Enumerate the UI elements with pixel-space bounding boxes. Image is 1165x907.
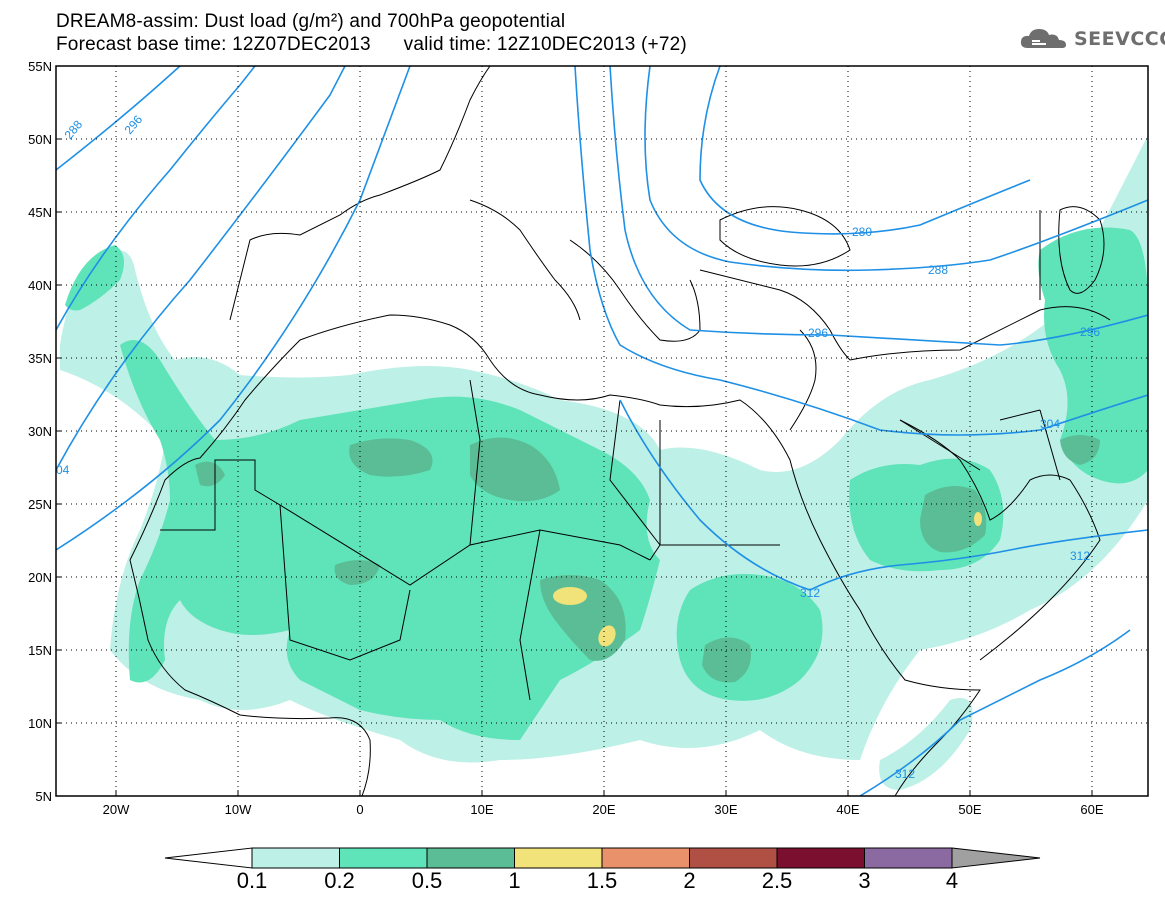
- border: [160, 379, 780, 701]
- geopotential-contour: [574, 66, 1148, 436]
- colorbar-min-arrow: [164, 847, 253, 869]
- lon-tick-label: 20W: [103, 802, 130, 817]
- contour-label: 304: [1040, 417, 1060, 431]
- dust-region-mid: [65, 245, 124, 311]
- contour-label: 288: [928, 263, 948, 277]
- lon-tick-label: 50E: [958, 802, 981, 817]
- lon-tick-label: 10E: [470, 802, 493, 817]
- lat-tick-label: 25N: [28, 497, 52, 512]
- geopotential-contour: [859, 629, 1131, 796]
- dust-peak-region: [553, 587, 587, 605]
- lat-tick-label: 20N: [28, 570, 52, 585]
- colorbar-label: 0.2: [324, 868, 355, 893]
- contour-layer: [56, 66, 1148, 796]
- colorbar-swatch: [864, 847, 953, 869]
- longitude-axis: 20W 10W 0 10E 20E 30E 40E 50E 60E: [103, 790, 1104, 817]
- contour-label: 296: [1080, 325, 1100, 339]
- contour-label: 312: [1070, 549, 1090, 563]
- lat-tick-label: 45N: [28, 205, 52, 220]
- lat-tick-label: 35N: [28, 351, 52, 366]
- geopotential-contour: [699, 66, 1031, 235]
- lat-tick-label: 55N: [28, 59, 52, 74]
- map-title: DREAM8-assim: Dust load (g/m²) and 700hP…: [56, 11, 566, 32]
- colorbar-max-arrow: [951, 847, 1041, 869]
- colorbar: 0.1 0.2 0.5 1 1.5 2 2.5 3 4: [164, 847, 1041, 893]
- contour-label: 04: [56, 463, 70, 477]
- dust-region-high: [195, 461, 225, 487]
- geopotential-contour: [56, 66, 256, 331]
- seevccc-logo: SEEVCCC: [1018, 26, 1165, 52]
- colorbar-label: 4: [946, 868, 958, 893]
- colorbar-label: 3: [858, 868, 870, 893]
- coastlines-layer: [129, 66, 1111, 796]
- dust-region-mid: [1038, 227, 1148, 484]
- dust-field-layer: [60, 135, 1148, 790]
- colorbar-swatch: [339, 847, 428, 869]
- latitude-axis: 55N 50N 45N 40N 35N 30N 25N 20N 15N 10N 5N: [28, 59, 62, 804]
- lat-tick-label: 5N: [35, 789, 52, 804]
- colorbar-label: 1: [508, 868, 520, 893]
- cloud-icon: [1020, 29, 1066, 48]
- contour-label: 288: [62, 117, 86, 142]
- colorbar-label: 2.5: [762, 868, 793, 893]
- lon-tick-label: 10W: [225, 802, 252, 817]
- colorbar-label: 1.5: [587, 868, 618, 893]
- coastline-africa: [129, 314, 981, 796]
- dust-region-high: [1060, 435, 1100, 465]
- contour-label: 312: [895, 767, 915, 781]
- geopotential-contour: [609, 66, 1148, 346]
- lat-tick-label: 15N: [28, 643, 52, 658]
- dust-region-high: [470, 437, 560, 502]
- contour-label: 312: [800, 586, 820, 600]
- logo-text: SEEVCCC: [1074, 28, 1165, 50]
- dust-peak-region: [974, 512, 982, 526]
- forecast-time-subtitle: Forecast base time: 12Z07DEC2013 valid t…: [56, 34, 687, 55]
- geopotential-contour: [644, 66, 1148, 272]
- lat-tick-label: 10N: [28, 716, 52, 731]
- lat-tick-label: 40N: [28, 278, 52, 293]
- colorbar-swatch: [776, 847, 865, 869]
- coastline-caspian: [1058, 206, 1105, 294]
- colorbar-swatch: [251, 847, 340, 869]
- lon-tick-label: 60E: [1080, 802, 1103, 817]
- coastline-mideast: [789, 306, 1111, 661]
- geopotential-contour: [56, 66, 411, 551]
- lon-tick-label: 20E: [592, 802, 615, 817]
- lon-tick-label: 30E: [714, 802, 737, 817]
- border: [899, 210, 1061, 481]
- dust-region-high: [920, 486, 987, 553]
- colorbar-label: 0.1: [237, 868, 268, 893]
- contour-label: 280: [852, 225, 872, 239]
- colorbar-label: 2: [683, 868, 695, 893]
- lat-tick-label: 50N: [28, 132, 52, 147]
- lon-tick-label: 0: [356, 802, 363, 817]
- colorbar-swatch: [601, 847, 690, 869]
- colorbar-swatch: [514, 847, 603, 869]
- lat-tick-label: 30N: [28, 424, 52, 439]
- graticule: [56, 66, 1148, 796]
- contour-label: 296: [122, 112, 146, 137]
- dust-region-mid: [120, 340, 660, 740]
- dust-region-low: [879, 698, 973, 790]
- geopotential-contour: [56, 66, 181, 171]
- dust-region-high: [349, 438, 433, 477]
- coastline-blacksea: [719, 206, 851, 267]
- colorbar-swatch: [426, 847, 515, 869]
- colorbar-label: 0.5: [412, 868, 443, 893]
- dust-peak-region: [598, 625, 616, 647]
- geopotential-contour: [619, 399, 1148, 591]
- dust-region-high: [702, 637, 751, 683]
- geopotential-contour: [56, 66, 346, 471]
- contour-label: 296: [808, 326, 828, 340]
- colorbar-swatch: [689, 847, 778, 869]
- dust-region-high: [334, 560, 380, 585]
- coastline-europe: [229, 66, 851, 361]
- lon-tick-label: 40E: [836, 802, 859, 817]
